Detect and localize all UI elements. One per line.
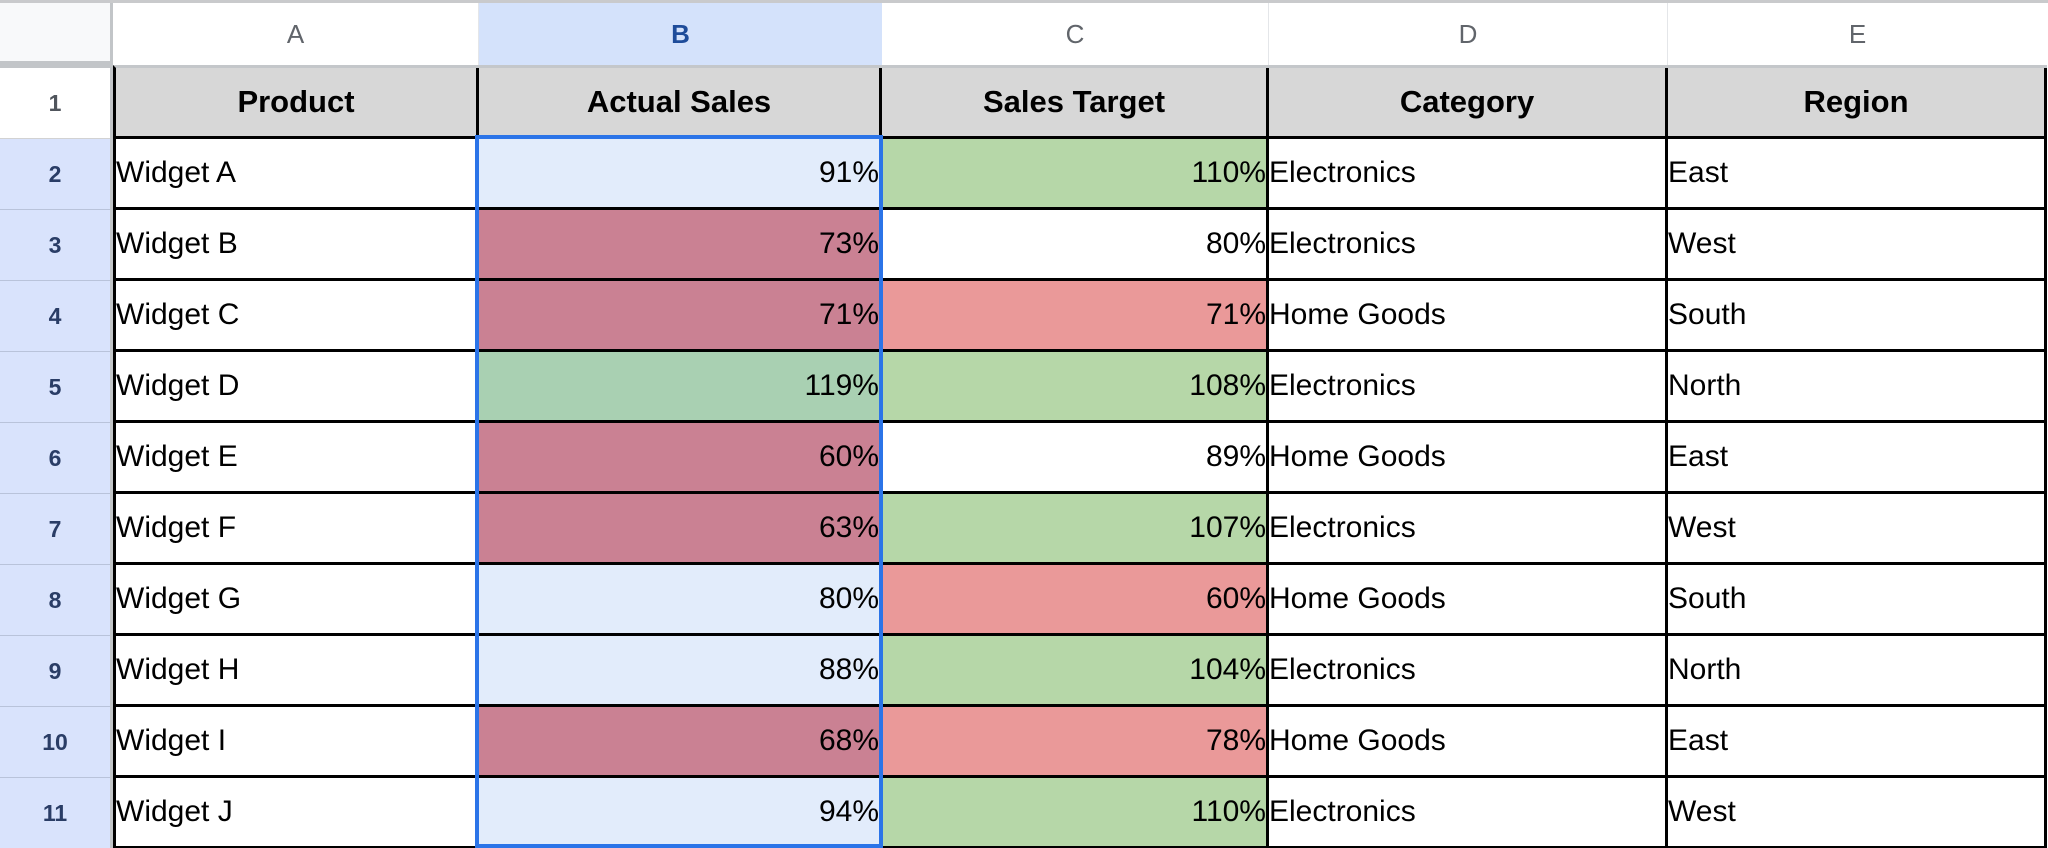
cell-grid: Product Actual Sales Sales Target Catego… — [113, 65, 2047, 848]
column-header-d[interactable]: D — [1269, 3, 1668, 65]
header-cell-actual[interactable]: Actual Sales — [479, 68, 882, 139]
cell-target[interactable]: 110% — [882, 139, 1269, 210]
cell-region[interactable]: South — [1668, 281, 2047, 352]
cell-category[interactable]: Electronics — [1269, 778, 1668, 848]
cell-region[interactable]: East — [1668, 707, 2047, 778]
cell-target[interactable]: 78% — [882, 707, 1269, 778]
cell-category[interactable]: Electronics — [1269, 139, 1668, 210]
table-row: Widget F 63% 107% Electronics West — [116, 494, 2047, 565]
cell-target[interactable]: 108% — [882, 352, 1269, 423]
select-all-corner[interactable] — [0, 3, 113, 65]
cell-category[interactable]: Home Goods — [1269, 565, 1668, 636]
table-row: Widget A 91% 110% Electronics East — [116, 139, 2047, 210]
table-row: Widget D 119% 108% Electronics North — [116, 352, 2047, 423]
row-header-bar: 1 2 3 4 5 6 7 8 9 10 11 — [0, 65, 113, 848]
cell-target[interactable]: 107% — [882, 494, 1269, 565]
cell-product[interactable]: Widget B — [116, 210, 479, 281]
cell-product[interactable]: Widget I — [116, 707, 479, 778]
table-row: Widget H 88% 104% Electronics North — [116, 636, 2047, 707]
cell-product[interactable]: Widget J — [116, 778, 479, 848]
top-divider — [0, 0, 2048, 3]
cell-actual[interactable]: 63% — [479, 494, 882, 565]
cell-target[interactable]: 110% — [882, 778, 1269, 848]
row-header-9[interactable]: 9 — [0, 636, 110, 707]
cell-actual[interactable]: 119% — [479, 352, 882, 423]
cell-product[interactable]: Widget H — [116, 636, 479, 707]
row-header-8[interactable]: 8 — [0, 565, 110, 636]
cell-category[interactable]: Electronics — [1269, 210, 1668, 281]
cell-region[interactable]: West — [1668, 210, 2047, 281]
row-header-6[interactable]: 6 — [0, 423, 110, 494]
cell-target[interactable]: 60% — [882, 565, 1269, 636]
row-header-2[interactable]: 2 — [0, 139, 110, 210]
cell-actual[interactable]: 91% — [479, 139, 882, 210]
cell-category[interactable]: Electronics — [1269, 494, 1668, 565]
table-row: Widget E 60% 89% Home Goods East — [116, 423, 2047, 494]
row-header-5[interactable]: 5 — [0, 352, 110, 423]
row-header-3[interactable]: 3 — [0, 210, 110, 281]
cell-actual[interactable]: 68% — [479, 707, 882, 778]
cell-actual[interactable]: 71% — [479, 281, 882, 352]
table-header-row: Product Actual Sales Sales Target Catego… — [116, 68, 2047, 139]
cell-region[interactable]: West — [1668, 494, 2047, 565]
cell-region[interactable]: North — [1668, 352, 2047, 423]
column-header-c[interactable]: C — [882, 3, 1269, 65]
header-cell-target[interactable]: Sales Target — [882, 68, 1269, 139]
cell-product[interactable]: Widget G — [116, 565, 479, 636]
column-header-bar: A B C D E — [0, 3, 2048, 65]
cell-region[interactable]: West — [1668, 778, 2047, 848]
header-cell-region[interactable]: Region — [1668, 68, 2047, 139]
cell-actual[interactable]: 80% — [479, 565, 882, 636]
table-row: Widget B 73% 80% Electronics West — [116, 210, 2047, 281]
table-row: Widget J 94% 110% Electronics West — [116, 778, 2047, 848]
cell-product[interactable]: Widget C — [116, 281, 479, 352]
row-header-1[interactable]: 1 — [0, 68, 110, 139]
row-header-4[interactable]: 4 — [0, 281, 110, 352]
cell-target[interactable]: 89% — [882, 423, 1269, 494]
cell-category[interactable]: Home Goods — [1269, 281, 1668, 352]
cell-target[interactable]: 104% — [882, 636, 1269, 707]
cell-region[interactable]: East — [1668, 423, 2047, 494]
row-header-7[interactable]: 7 — [0, 494, 110, 565]
cell-product[interactable]: Widget F — [116, 494, 479, 565]
cell-category[interactable]: Electronics — [1269, 352, 1668, 423]
cell-product[interactable]: Widget D — [116, 352, 479, 423]
table-row: Widget I 68% 78% Home Goods East — [116, 707, 2047, 778]
column-header-e[interactable]: E — [1668, 3, 2047, 65]
column-header-b[interactable]: B — [479, 3, 882, 65]
header-cell-category[interactable]: Category — [1269, 68, 1668, 139]
row-header-11[interactable]: 11 — [0, 778, 110, 848]
cell-region[interactable]: East — [1668, 139, 2047, 210]
table-row: Widget C 71% 71% Home Goods South — [116, 281, 2047, 352]
table-row: Widget G 80% 60% Home Goods South — [116, 565, 2047, 636]
cell-target[interactable]: 80% — [882, 210, 1269, 281]
cell-product[interactable]: Widget A — [116, 139, 479, 210]
row-header-10[interactable]: 10 — [0, 707, 110, 778]
cell-actual[interactable]: 88% — [479, 636, 882, 707]
cell-actual[interactable]: 73% — [479, 210, 882, 281]
cell-actual[interactable]: 60% — [479, 423, 882, 494]
column-header-a[interactable]: A — [113, 3, 479, 65]
cell-region[interactable]: South — [1668, 565, 2047, 636]
cell-category[interactable]: Electronics — [1269, 636, 1668, 707]
cell-category[interactable]: Home Goods — [1269, 707, 1668, 778]
cell-region[interactable]: North — [1668, 636, 2047, 707]
cell-product[interactable]: Widget E — [116, 423, 479, 494]
cell-target[interactable]: 71% — [882, 281, 1269, 352]
cell-actual[interactable]: 94% — [479, 778, 882, 848]
header-cell-product[interactable]: Product — [116, 68, 479, 139]
cell-category[interactable]: Home Goods — [1269, 423, 1668, 494]
